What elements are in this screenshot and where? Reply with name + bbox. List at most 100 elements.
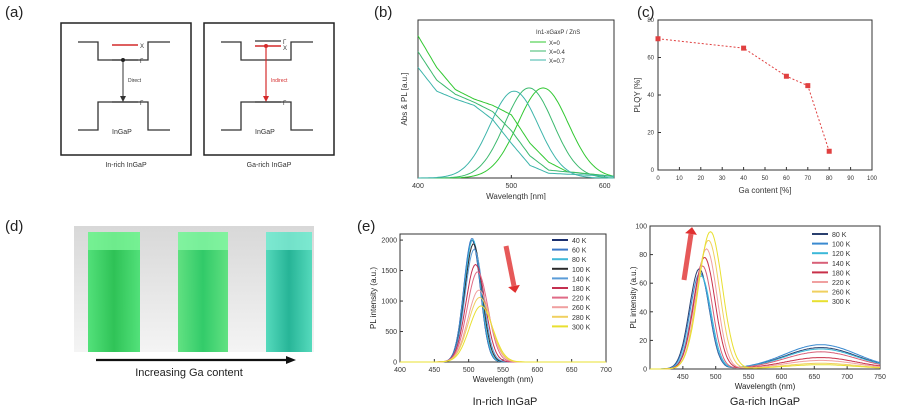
y-axis-label: PL intensity (a.u.) [629, 266, 638, 328]
legend-label-6: 260 K [832, 290, 851, 297]
material-label: InGaP [255, 129, 275, 136]
x-tick-label: 550 [743, 374, 755, 381]
band-diagram-in-rich: X Γ Direct Γ InGaP [60, 22, 192, 156]
x-axis-label: Wavelength (nm) [735, 382, 796, 391]
y-tick-label: 80 [647, 18, 654, 24]
y-tick-label: 2000 [381, 238, 397, 245]
panel-label-b: (b) [374, 4, 393, 21]
data-point-4 [826, 148, 832, 154]
x-tick-label: 500 [505, 183, 517, 190]
x-tick-label: 600 [531, 367, 543, 374]
gamma-label-vb: Γ [140, 101, 144, 107]
legend-label-5: 180 K [572, 286, 591, 293]
chart-e-in-rich: 400 450 500 550 600 650 700 0 500 1000 1500 2000 Wav… [369, 233, 612, 384]
x-tick-label: 50 [762, 176, 769, 182]
x-tick-label: 80 [826, 176, 833, 182]
y-tick-label: 80 [639, 252, 647, 259]
legend-label-0: 80 K [832, 232, 847, 239]
chart-b: 400 500 600 Wavelength [nm] Abs & PL [a.u.] X… [400, 19, 615, 200]
legend-label-3: 100 K [572, 267, 591, 274]
plot-frame [649, 225, 881, 370]
cuvette-intermediate [178, 232, 228, 352]
legend-label-5: 220 K [832, 280, 851, 287]
legend-label-4: 140 K [572, 276, 591, 283]
legend-title: In1-xGaxP / ZnS [536, 30, 580, 36]
x-tick-label: 750 [874, 374, 886, 381]
x-label: X [283, 46, 287, 52]
trend-arrow [681, 233, 694, 281]
pl-line-0 [418, 87, 615, 179]
x-tick-label: 600 [599, 183, 611, 190]
legend-label-0: X=0 [549, 41, 561, 47]
x-tick-label: 500 [710, 374, 722, 381]
y-tick-label: 500 [385, 329, 397, 336]
panel-label-a: (a) [5, 4, 24, 21]
cuvette-in-rich [88, 232, 140, 352]
y-tick-label: 0 [643, 367, 647, 374]
caption-in-rich: In-rich InGaP [105, 162, 147, 169]
x-axis-label: Wavelength [nm] [486, 192, 546, 200]
chart-c: 0 10 20 30 40 50 60 70 80 90 100 0 20 40 60 80 Ga conten… [633, 18, 878, 195]
data-point-0 [655, 36, 661, 42]
panel-label-d: (d) [5, 218, 24, 235]
x-tick-label: 90 [847, 176, 854, 182]
gamma-label: Γ [140, 59, 144, 65]
pl-line-2 [650, 275, 881, 370]
y-tick-label: 40 [639, 309, 647, 316]
legend-label-1: 60 K [572, 248, 587, 255]
legend-label-3: 140 K [832, 261, 851, 268]
y-tick-label: 1000 [381, 299, 397, 306]
panel-label-c: (c) [637, 4, 655, 21]
pl-line-4 [650, 257, 881, 370]
x-tick-label: 700 [600, 367, 612, 374]
band-diagram-ga-rich: Γ X Indirect Γ InGaP [203, 22, 335, 156]
transition-label: Direct [128, 78, 142, 84]
data-point-1 [741, 45, 747, 51]
x-tick-label: 500 [463, 367, 475, 374]
trend-arrow-head [508, 284, 520, 293]
x-tick-label: 600 [776, 374, 788, 381]
y-tick-label: 1500 [381, 268, 397, 275]
legend-label-8: 280 K [572, 315, 591, 322]
x-tick-label: 400 [412, 183, 424, 190]
y-tick-label: 20 [647, 131, 654, 137]
x-axis-label: Wavelength (nm) [473, 375, 534, 384]
pl-line-2 [418, 90, 614, 179]
x-tick-label: 650 [566, 367, 578, 374]
x-tick-label: 0 [656, 176, 660, 182]
y-axis-label: Abs & PL [a.u.] [400, 72, 409, 125]
band-diagram-panel: X Γ Direct Γ InGaP Γ X Indirect Γ InGaP … [60, 22, 335, 169]
data-point-3 [805, 83, 811, 89]
caption-e-in-rich: In-rich InGaP [472, 396, 538, 408]
caption-e-ga-rich: Ga-rich InGaP [729, 396, 801, 408]
transition-label: Indirect [271, 78, 288, 84]
x-tick-label: 400 [394, 367, 406, 374]
pl-line-7 [650, 231, 881, 370]
x-tick-label: 550 [497, 367, 509, 374]
cuvette-ga-rich [266, 232, 312, 352]
y-tick-label: 40 [647, 93, 654, 99]
legend-label-4: 180 K [832, 270, 851, 277]
legend-label-6: 220 K [572, 296, 591, 303]
y-tick-label: 0 [393, 360, 397, 367]
x-tick-label: 650 [808, 374, 820, 381]
x-tick-label: 30 [719, 176, 726, 182]
x-tick-label: 100 [867, 176, 878, 182]
abs-line-2 [417, 67, 615, 177]
trend-arrow [503, 245, 517, 287]
y-tick-label: 20 [639, 338, 647, 345]
legend-label-2: X=0.7 [549, 59, 566, 65]
legend-label-1: X=0.4 [549, 50, 566, 56]
legend-label-2: 120 K [832, 251, 851, 258]
caption-ga-rich: Ga-rich InGaP [247, 162, 292, 169]
data-point-2 [783, 73, 789, 79]
x-tick-label: 70 [804, 176, 811, 182]
y-tick-label: 100 [635, 224, 647, 231]
gamma-label-vb: Γ [283, 101, 287, 107]
x-tick-label: 700 [841, 374, 853, 381]
trend-line [657, 38, 830, 152]
x-tick-label: 450 [677, 374, 689, 381]
plot-frame [417, 19, 615, 179]
y-tick-label: 0 [651, 168, 655, 174]
increasing-ga-label: Increasing Ga content [135, 367, 243, 379]
